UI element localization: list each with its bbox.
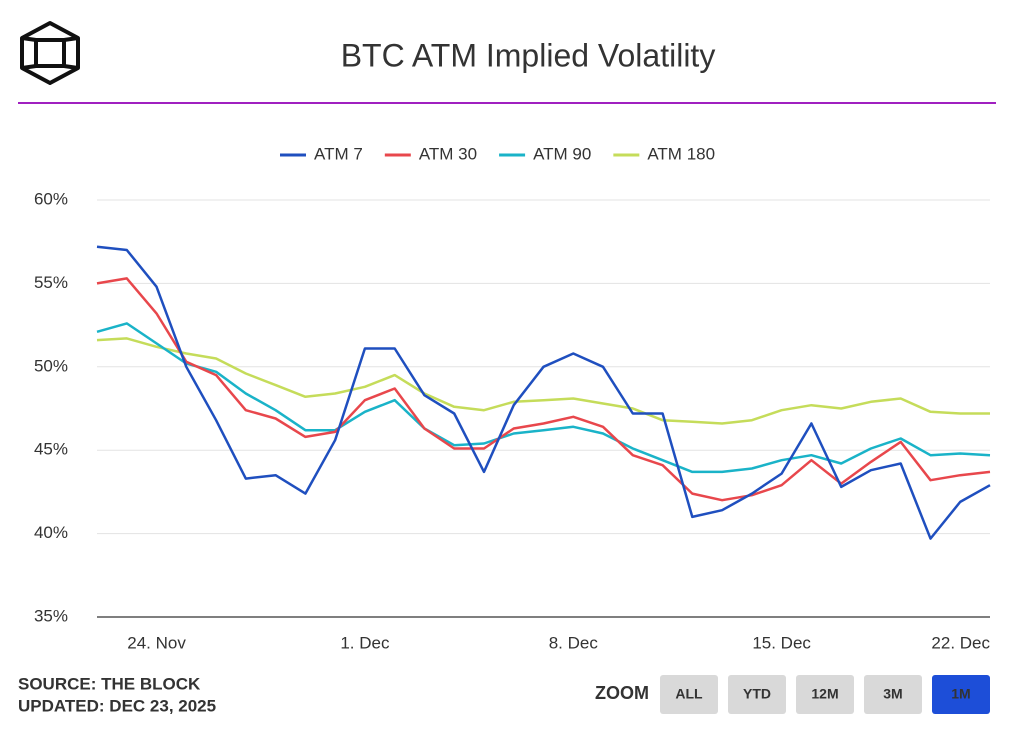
zoom-button[interactable]: ALL — [660, 675, 718, 714]
plot-area: 35% 40% 45% 50% 55% 60% 24. Nov 1. Dec 8. Dec 15.… — [34, 189, 991, 652]
series-line — [96, 337, 990, 425]
x-tick-label: 8. Dec — [549, 633, 599, 652]
legend-label: ATM 30 — [419, 144, 477, 163]
legend-item[interactable]: ATM 7 — [280, 144, 363, 163]
zoom-label: ZOOM — [595, 683, 649, 703]
series-line — [96, 277, 991, 502]
legend-label: ATM 7 — [314, 144, 363, 163]
zoom-button[interactable]: 12M — [796, 675, 854, 714]
zoom-button-bg — [728, 675, 786, 714]
zoom-button-label: ALL — [675, 686, 703, 702]
legend-label: ATM 180 — [647, 144, 715, 163]
legend-label: ATM 90 — [533, 144, 591, 163]
legend-item[interactable]: ATM 30 — [384, 144, 477, 163]
zoom-button[interactable]: 1M — [932, 675, 990, 714]
logo — [20, 21, 80, 85]
zoom-button-bg — [932, 675, 990, 714]
zoom-button-bg — [864, 675, 922, 714]
legend: ATM 7 ATM 30 ATM 90 ATM 180 — [280, 144, 715, 163]
zoom-buttons: ALL YTD 12M 3M 1M — [660, 675, 990, 714]
updated: UPDATED: DEC 23, 2025 — [18, 696, 216, 715]
x-tick-label: 15. Dec — [752, 633, 811, 652]
series-line — [96, 245, 991, 540]
legend-item[interactable]: ATM 90 — [499, 144, 591, 163]
zoom-button-bg — [660, 675, 718, 714]
x-tick-label: 1. Dec — [340, 633, 390, 652]
zoom-button-label: 1M — [951, 686, 970, 702]
zoom-button-label: 3M — [883, 686, 902, 702]
legend-item[interactable]: ATM 180 — [613, 144, 715, 163]
y-tick-label: 40% — [34, 523, 68, 542]
zoom-button[interactable]: YTD — [728, 675, 786, 714]
y-tick-label: 45% — [34, 440, 68, 459]
x-tick-label: 22. Dec — [931, 633, 990, 652]
x-tick-label: 24. Nov — [127, 633, 186, 652]
zoom-button[interactable]: 3M — [864, 675, 922, 714]
y-tick-label: 60% — [34, 189, 68, 208]
series-line — [96, 322, 991, 474]
zoom-button-bg — [796, 675, 854, 714]
chart-title: BTC ATM Implied Volatility — [341, 37, 716, 73]
zoom-button-label: 12M — [811, 686, 838, 702]
y-tick-label: 50% — [34, 356, 68, 375]
zoom-button-label: YTD — [743, 686, 771, 702]
source: SOURCE: THE BLOCK — [18, 674, 201, 693]
y-tick-label: 35% — [34, 606, 68, 625]
y-tick-label: 55% — [34, 273, 68, 292]
